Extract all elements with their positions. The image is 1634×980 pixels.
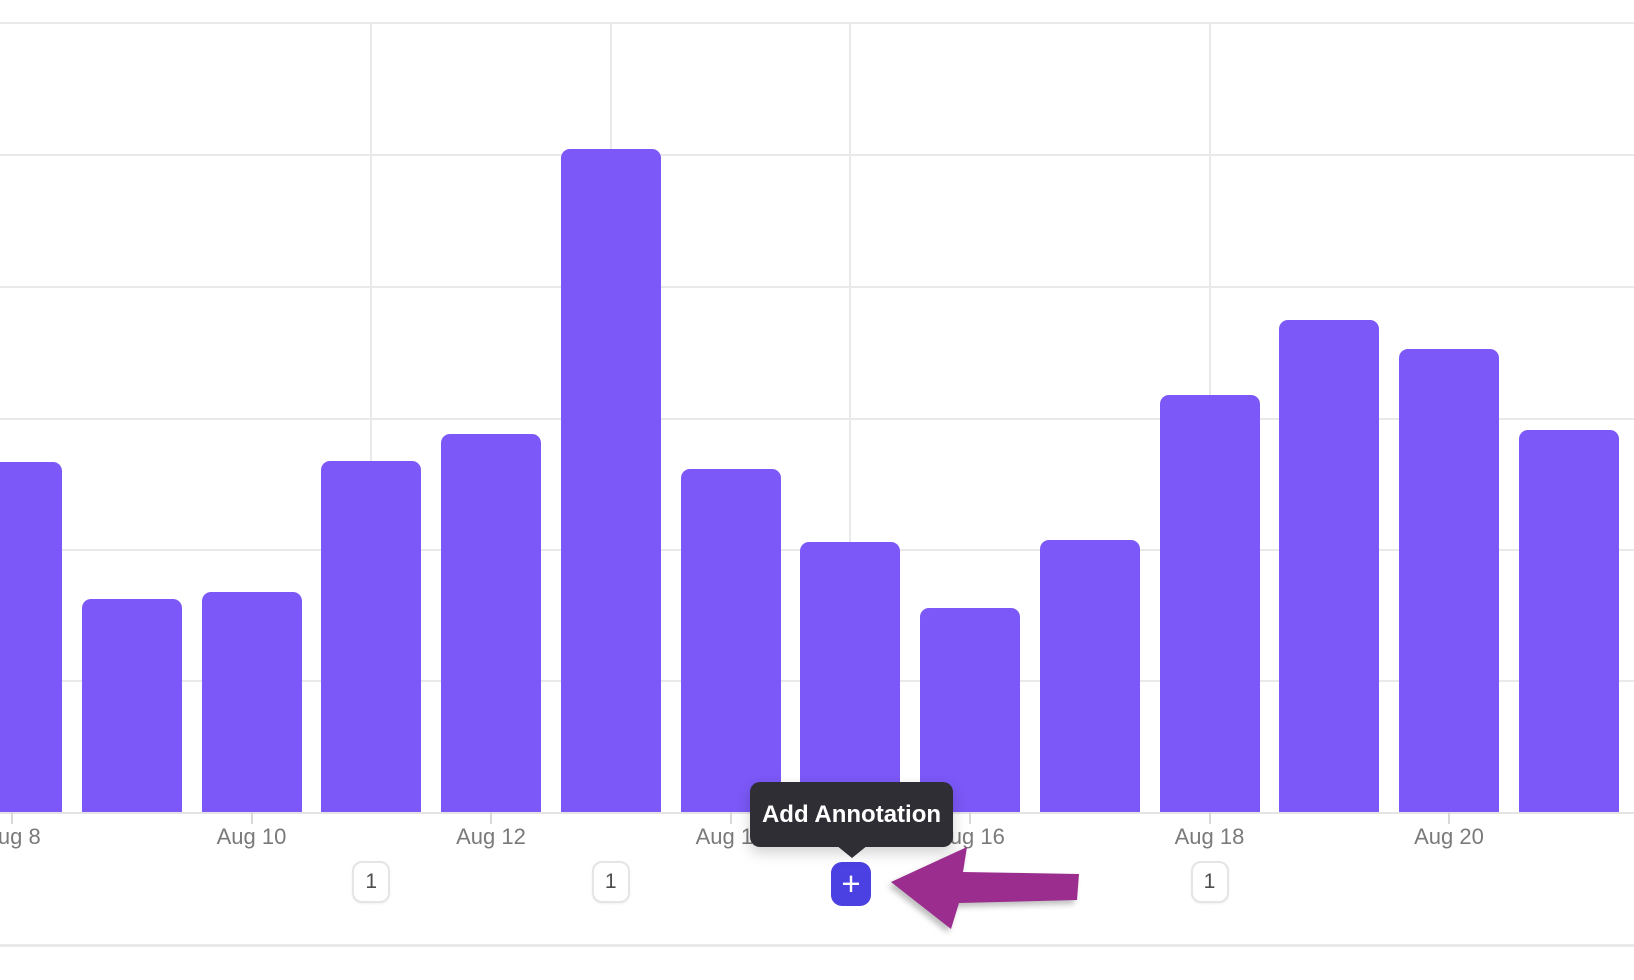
left-arrow-icon [891,847,1079,929]
horizontal-gridline [0,286,1634,288]
annotation-guideline [370,22,373,812]
x-axis-label: Aug 20 [1414,824,1484,849]
tooltip-label: Add Annotation [761,800,942,828]
bar-aug-17[interactable] [1039,540,1140,812]
bar-aug-14[interactable] [680,469,781,812]
bar-aug-13[interactable] [560,149,661,812]
x-axis-tick [969,812,971,824]
annotation-badge-aug-13[interactable]: 1 [591,861,630,903]
bar-aug-8[interactable] [0,462,62,812]
bottom-separator [0,944,1634,947]
x-axis-label: Aug 12 [456,824,526,849]
x-axis-label: Aug 10 [216,824,287,849]
horizontal-gridline [0,154,1634,156]
add-annotation-button[interactable]: + [831,862,871,906]
bar-aug-15[interactable] [800,542,901,812]
visitors-bar-chart [0,22,1634,812]
horizontal-gridline [0,22,1634,24]
bar-aug-18[interactable] [1159,395,1260,812]
bar-aug-19[interactable] [1279,320,1380,812]
x-axis-label: Aug 18 [1174,824,1245,849]
bar-aug-10[interactable] [201,592,302,812]
x-axis-label: Aug 8 [0,824,41,849]
annotation-badge-aug-18[interactable]: 1 [1190,861,1229,903]
x-axis-tick [729,812,732,824]
x-axis-tick [490,812,492,824]
x-axis-tick [11,812,13,824]
annotation-guideline [849,22,852,812]
annotation-badge-aug-11[interactable]: 1 [352,861,391,903]
bar-aug-12[interactable] [441,434,541,812]
plus-icon: + [841,864,861,902]
bar-aug-16[interactable] [920,608,1020,812]
bar-aug-9[interactable] [81,599,182,812]
horizontal-gridline [0,418,1634,420]
bar-aug-20[interactable] [1399,349,1499,812]
x-axis-tick [250,812,253,824]
bar-aug-21[interactable] [1518,430,1619,812]
tooltip-pointer [835,845,868,858]
add-annotation-tooltip: Add Annotation [750,782,953,858]
x-axis-tick [1448,812,1450,824]
bar-aug-11[interactable] [321,461,422,812]
x-axis-tick [1208,812,1211,824]
